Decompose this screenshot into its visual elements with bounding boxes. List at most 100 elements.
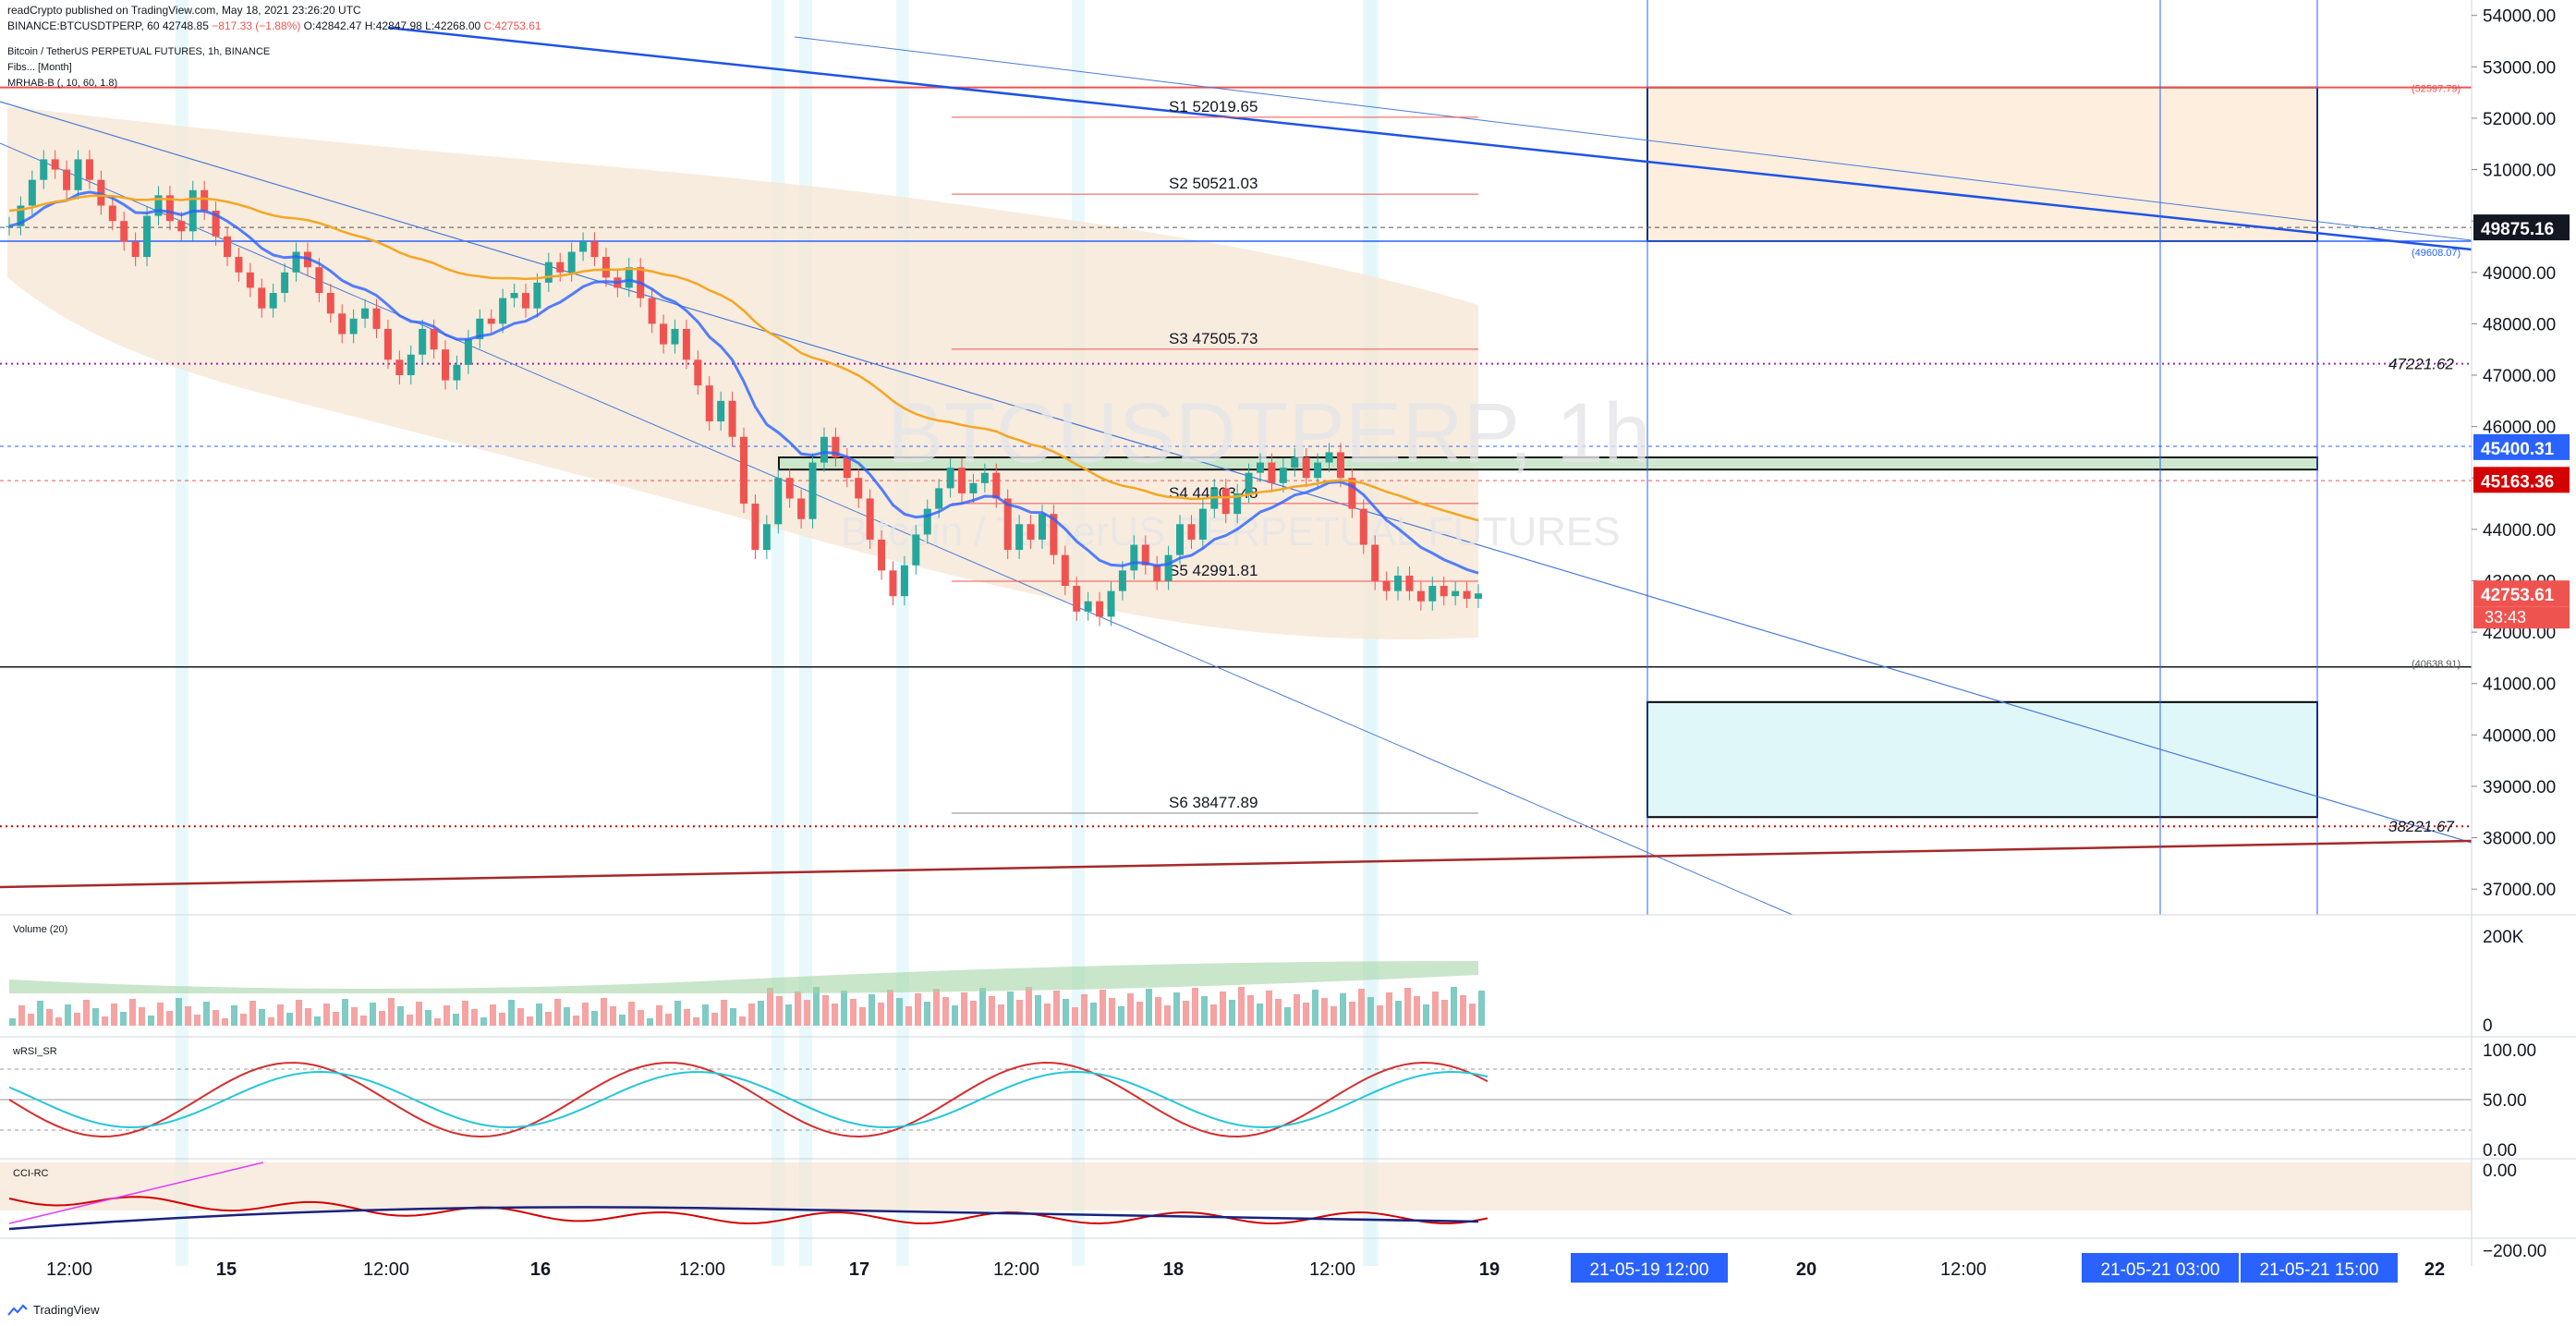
volume-bar [213,1010,219,1026]
volume-bar [1146,989,1152,1026]
wrsi-panel-label[interactable]: wRSI_SR [13,1046,57,1057]
volume-bar [628,1002,635,1026]
volume-bar [601,998,607,1026]
badge-level-a: 49875.16 [2481,220,2554,239]
candle-body [762,524,771,551]
candle [660,314,668,354]
candle-body [1107,590,1115,617]
candle [1475,584,1482,608]
wrsi-signal-line [8,1071,1488,1129]
candle-body [567,251,576,273]
candle-body [1371,544,1379,581]
badge-countdown: 33:43 [2485,608,2526,627]
candle [464,330,472,374]
volume-bar [351,1007,358,1026]
candle [1279,458,1287,493]
candle-body [177,221,186,232]
candle [912,525,920,575]
volume-bar [1469,1004,1476,1026]
candle [510,284,518,308]
candle-body [1084,601,1092,612]
volume-bar [259,1009,265,1026]
cci-panel-label[interactable]: CCI-RC [13,1168,49,1179]
legend-title[interactable]: Bitcoin / TetherUS PERPETUAL FUTURES, 1h… [7,46,271,57]
volume-bar [1201,996,1208,1026]
zones-layer [778,86,2318,819]
volume-bar [730,1008,736,1026]
downtrend-line-main [387,26,2473,251]
label-top-box-bottom: (49608.07) [2412,248,2461,259]
ohlc-low: L:42268.00 [425,19,481,32]
candle-body [556,262,565,273]
candle [1210,479,1219,518]
price-change: −817.33 (−1.88%) [212,19,301,32]
candle [17,196,25,236]
candle [1382,571,1391,601]
legend-mrhab[interactable]: MRHAB-B (, 10, 60, 1.8) [7,78,118,89]
time-tick-label: 18 [1163,1259,1184,1280]
publisher-name[interactable]: readCrypto [7,4,63,17]
volume-panel-label[interactable]: Volume (20) [13,924,68,935]
candle-body [63,169,71,190]
candle-body [1164,554,1173,581]
wrsi-tick-label: 0.00 [2483,1141,2517,1161]
candle-body [660,323,668,345]
candles-layer[interactable] [6,150,1482,627]
candle-body [74,159,82,190]
volume-bar [804,1000,810,1026]
volume-bar [647,1018,653,1026]
volume-bar [1053,991,1060,1026]
candle [1233,483,1242,524]
candle [1176,515,1185,565]
volume-bar [1294,994,1300,1026]
pivot-label: S6 38477.89 [1169,794,1258,811]
price-tick-label: 52000.00 [2483,110,2556,129]
candle-body [1027,524,1035,540]
volume-bar [139,1007,145,1026]
candle [797,489,806,529]
cci-band [0,1162,2472,1210]
candle-body [1015,524,1024,551]
volume-bar [1229,1000,1235,1026]
candle-body [17,205,25,226]
candle [544,252,553,292]
candle [579,232,588,262]
volume-bar [1377,1005,1383,1026]
candle [131,232,140,267]
legend-fibs[interactable]: Fibs... [Month] [7,62,72,73]
volume-bar [1173,992,1180,1026]
volume-bar [102,1016,108,1026]
candle [808,453,817,529]
candle-body [338,313,346,335]
candle [1359,499,1367,554]
price-tick-label: 48000.00 [2483,315,2556,335]
candle [1141,535,1149,575]
candle [740,427,747,514]
tradingview-logo[interactable]: TradingView [7,1303,100,1317]
candle-body [1428,586,1437,602]
time-tick-label: 12:00 [1309,1259,1355,1280]
candle-body [224,236,232,258]
volume-bar [1367,997,1374,1026]
candle-body [1359,508,1367,545]
volume-bar [582,1003,589,1026]
volume-bar [1284,1007,1291,1026]
candle [1061,545,1069,596]
candle [74,150,82,200]
candle-body [740,436,747,505]
volume-bar [942,997,949,1026]
volume-bar [1081,994,1088,1026]
cci-line [8,1196,1488,1225]
candle-body [958,468,966,493]
candle-body [1233,493,1242,515]
volume-bar [1358,989,1365,1026]
candle-body [923,508,931,535]
candle [671,319,679,354]
volume-bar [1155,997,1161,1026]
candle-body [992,472,1001,499]
time-tick-label: 12:00 [993,1259,1039,1280]
candle-body [281,272,289,294]
volume-bar [1072,1007,1078,1026]
volume-bar [591,1011,598,1026]
